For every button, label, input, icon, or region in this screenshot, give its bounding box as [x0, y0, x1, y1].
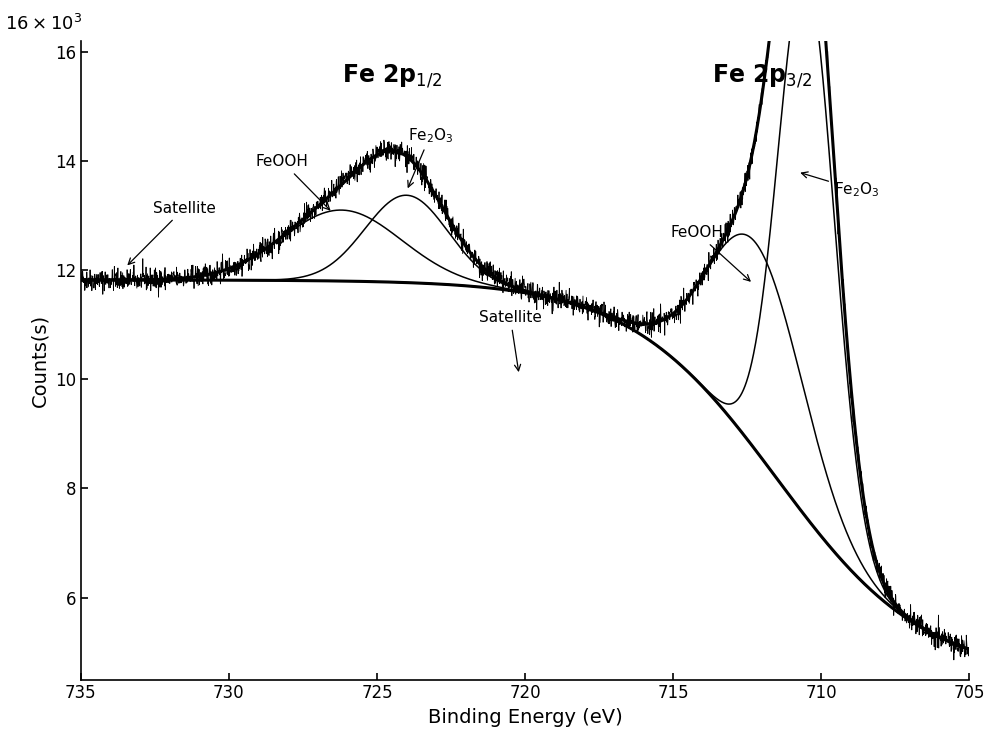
Text: Fe$_2$O$_3$: Fe$_2$O$_3$ — [801, 172, 880, 199]
Text: Fe 2p$_{1/2}$: Fe 2p$_{1/2}$ — [342, 62, 442, 90]
X-axis label: Binding Energy (eV): Binding Energy (eV) — [428, 708, 622, 727]
Y-axis label: Counts(s): Counts(s) — [30, 314, 49, 407]
Text: Fe$_2$O$_3$: Fe$_2$O$_3$ — [408, 126, 453, 187]
Text: FeOOH: FeOOH — [670, 225, 750, 281]
Text: FeOOH: FeOOH — [256, 154, 330, 210]
Text: Satellite: Satellite — [128, 200, 216, 264]
Text: Satellite: Satellite — [479, 309, 542, 371]
Text: Fe 2p$_{3/2}$: Fe 2p$_{3/2}$ — [712, 62, 812, 90]
Text: $16\times10^3$: $16\times10^3$ — [5, 14, 82, 34]
